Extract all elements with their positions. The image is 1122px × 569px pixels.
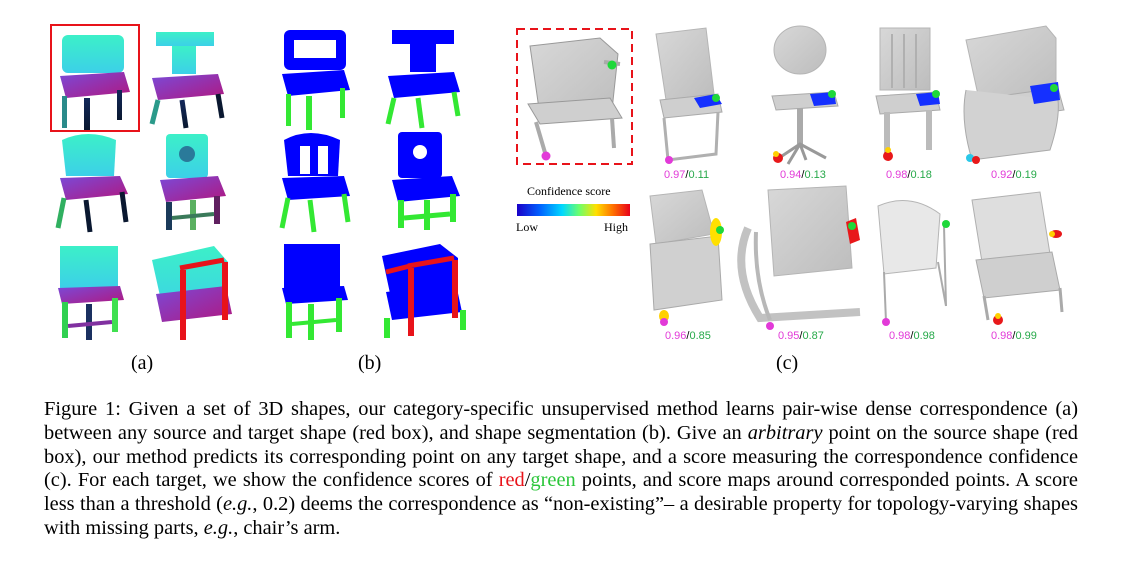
source-magenta-point [541, 151, 551, 161]
score-label: 0.98/0.99 [991, 330, 1037, 342]
confidence-colorbar [517, 204, 630, 216]
target-chair-4 [963, 25, 1065, 164]
figure-caption: Figure 1: Given a set of 3D shapes, our … [44, 398, 1078, 539]
target-chair-8 [971, 191, 1064, 325]
panel-label-a: (a) [131, 352, 154, 374]
chair-b6 [382, 244, 466, 338]
chair-b2 [385, 30, 461, 129]
chair-b1 [282, 30, 350, 130]
score-label: 0.95/0.87 [778, 330, 824, 342]
score-label: 0.92/0.19 [991, 169, 1037, 181]
score-label: 0.94/0.13 [780, 169, 826, 181]
target-chair-5 [649, 189, 724, 326]
colorbar-title: Confidence score [527, 184, 611, 198]
panel-b-chairs [279, 30, 466, 340]
chair-a2 [149, 32, 225, 129]
panel-c-targets-bottom [649, 185, 1064, 330]
score-label: 0.97/0.11 [664, 169, 710, 181]
target-chair-2 [771, 25, 839, 165]
chair-a3 [55, 134, 129, 233]
source-red-box [50, 24, 140, 132]
source-dashed-box [516, 28, 633, 165]
score-label: 0.98/0.98 [889, 330, 935, 342]
target-chair-1 [655, 27, 723, 164]
colorbar-high-label: High [604, 220, 628, 234]
target-chair-6 [737, 185, 861, 330]
source-green-point [607, 60, 617, 70]
chair-b3 [279, 133, 351, 233]
panel-c-source [516, 28, 633, 165]
chair-a4 [160, 134, 226, 230]
chair-b5 [282, 244, 348, 340]
target-chair-7 [877, 200, 950, 326]
chair-a6 [152, 246, 232, 340]
panel-label-c: (c) [776, 352, 799, 374]
figure-graphics [50, 24, 1065, 340]
chair-a5 [58, 246, 124, 340]
chair-a1 [60, 35, 130, 130]
chair-b4 [392, 132, 460, 230]
panel-c-targets-top [655, 25, 1065, 165]
figure-panel: (a) (b) (c) Confidence score Low High 0.… [50, 24, 1065, 374]
target-chair-3 [875, 27, 941, 161]
colorbar-low-label: Low [516, 220, 538, 234]
score-label: 0.96/0.85 [665, 330, 711, 342]
panel-label-b: (b) [358, 352, 382, 374]
panel-a-chairs [50, 24, 232, 340]
score-label: 0.98/0.18 [886, 169, 932, 181]
